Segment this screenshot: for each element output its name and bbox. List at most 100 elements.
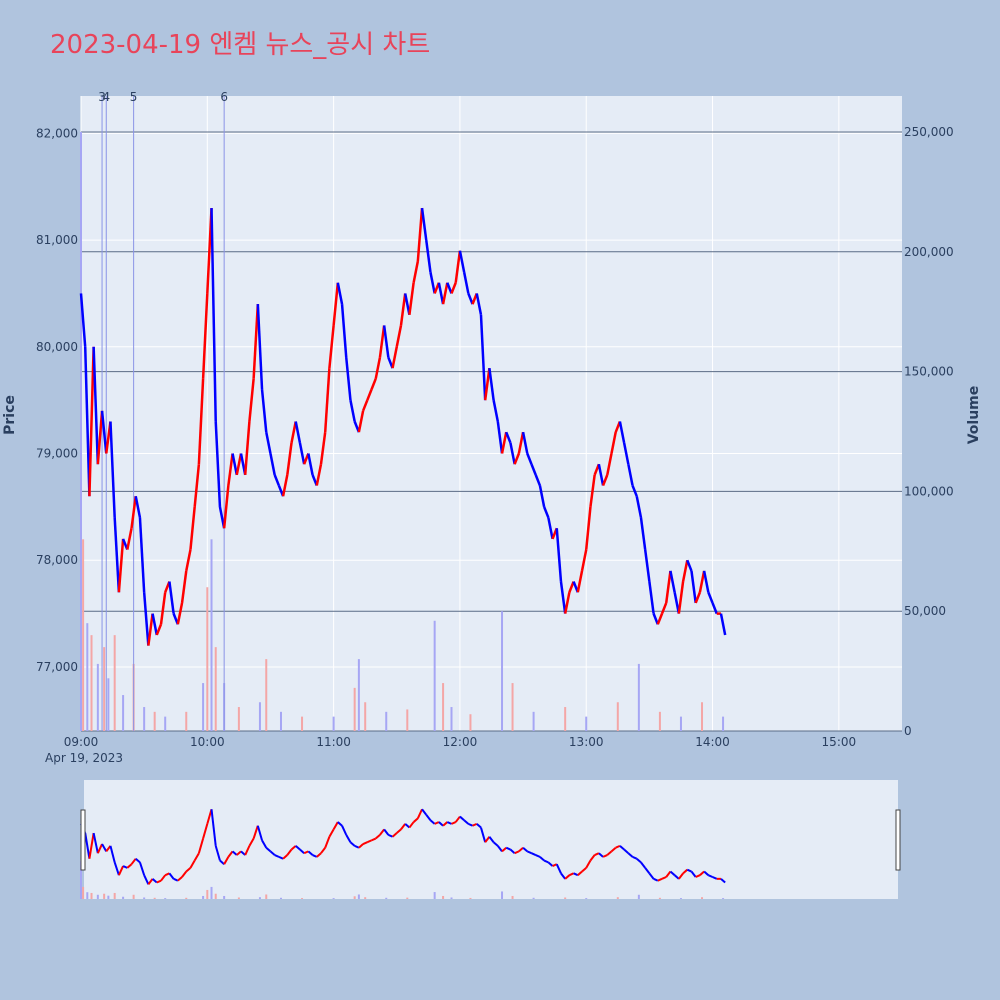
volume-tick-label: 100,000 — [904, 484, 954, 498]
mini-volume-bar — [210, 886, 213, 899]
volume-bar — [202, 683, 205, 731]
mini-volume-bar — [501, 891, 504, 899]
price-segment — [126, 527, 133, 550]
price-segment — [475, 293, 483, 316]
mini-price-segment — [269, 850, 276, 856]
volume-bar — [353, 687, 356, 731]
price-segment — [420, 207, 428, 241]
volume-bar — [701, 702, 704, 731]
mini-price-segment — [387, 833, 393, 838]
mini-volume-bar — [214, 893, 217, 899]
mini-volume-bar — [265, 894, 268, 899]
mini-volume-bar — [143, 897, 146, 899]
price-segment — [155, 623, 163, 636]
price-tick-label: 78,000 — [36, 553, 78, 567]
price-segment — [656, 613, 664, 625]
volume-bar — [357, 659, 360, 731]
time-tick-label: 10:00 — [190, 735, 225, 749]
price-segment — [589, 474, 596, 508]
price-segment — [243, 421, 251, 475]
mini-price-segment — [720, 878, 726, 884]
price-segment — [151, 613, 159, 636]
price-segment — [180, 570, 188, 604]
mini-price-segment — [695, 874, 701, 878]
mini-price-segment — [476, 823, 482, 829]
mini-price-segment — [552, 863, 558, 867]
volume-bar — [210, 539, 213, 731]
price-segment — [113, 517, 121, 593]
mini-volume-bar — [406, 897, 409, 899]
mini-volume-bar — [564, 897, 567, 899]
price-segment — [88, 346, 95, 497]
mini-price-segment — [341, 825, 348, 836]
price-segment — [361, 399, 369, 412]
price-segment — [521, 431, 529, 454]
volume-bar — [406, 709, 409, 731]
volume-bar — [185, 711, 188, 731]
range-slider-right-handle[interactable] — [895, 809, 901, 871]
mini-price-segment — [421, 808, 428, 816]
mini-price-segment — [454, 815, 461, 823]
mini-price-segment — [446, 821, 452, 825]
volume-grid-lines — [81, 131, 902, 732]
price-segment — [467, 292, 474, 305]
price-segment — [458, 250, 466, 273]
price-segment — [483, 367, 491, 401]
mini-price-segment — [492, 841, 499, 847]
mini-price-segment — [185, 867, 192, 873]
volume-bar — [301, 716, 304, 731]
mini-price-segment — [636, 857, 642, 864]
mini-price-segment — [135, 857, 141, 864]
time-axis: 09:00 10:00 11:00 12:00 13:00 14:00 15:00 — [64, 735, 856, 749]
mini-price-segment — [130, 858, 137, 865]
price-axis: 77,000 78,000 79,000 80,000 81,000 82,000 — [36, 126, 78, 674]
mini-volume-bar — [279, 897, 282, 899]
mini-price-segment — [703, 870, 709, 876]
mini-price-segment — [644, 867, 651, 874]
volume-tick-label: 150,000 — [904, 365, 954, 379]
time-tick-label: 14:00 — [695, 735, 730, 749]
price-segment — [252, 304, 260, 379]
mini-volume-bar — [357, 894, 360, 899]
mini-volume-bar — [679, 898, 682, 899]
mini-price-segment — [177, 876, 183, 882]
volume-bar — [153, 711, 156, 731]
mini-price-segment — [585, 860, 592, 869]
price-segment — [719, 613, 727, 636]
mini-price-segment — [661, 876, 667, 880]
mini-price-segment — [299, 848, 305, 854]
price-segment — [530, 463, 537, 476]
price-segment — [437, 282, 445, 305]
volume-bar — [258, 702, 261, 731]
mini-price-segment — [202, 823, 209, 839]
y2-axis-title: Volume — [966, 386, 982, 445]
range-slider-left-handle[interactable] — [80, 809, 86, 871]
mini-price-segment — [138, 862, 146, 876]
price-segment — [109, 421, 116, 518]
mini-price-segment — [408, 821, 415, 829]
price-segment — [702, 570, 710, 593]
mini-volume-bar — [301, 898, 304, 899]
mini-volume-bar — [202, 895, 205, 899]
price-segment — [601, 474, 609, 486]
mini-price-segment — [278, 855, 284, 860]
volume-bar — [532, 711, 535, 731]
mini-price-segment — [307, 850, 314, 856]
volume-bar — [433, 620, 436, 731]
mini-price-segment — [522, 846, 528, 853]
price-segment — [92, 346, 100, 465]
mini-volume-bar — [96, 894, 99, 899]
mini-price-segment — [101, 843, 108, 852]
mini-volume-bar — [353, 896, 356, 899]
price-segment — [307, 453, 314, 476]
mini-price-segment — [113, 862, 120, 876]
y-axis-title: Price — [2, 395, 18, 435]
mini-volume-bar — [532, 897, 535, 899]
price-segment — [584, 506, 592, 550]
price-segment — [664, 570, 672, 604]
volume-bar — [265, 659, 268, 731]
mini-volume-bar — [616, 897, 619, 899]
mini-price-segment — [126, 863, 133, 869]
price-segment — [159, 592, 167, 625]
mini-price-segment — [653, 877, 659, 882]
